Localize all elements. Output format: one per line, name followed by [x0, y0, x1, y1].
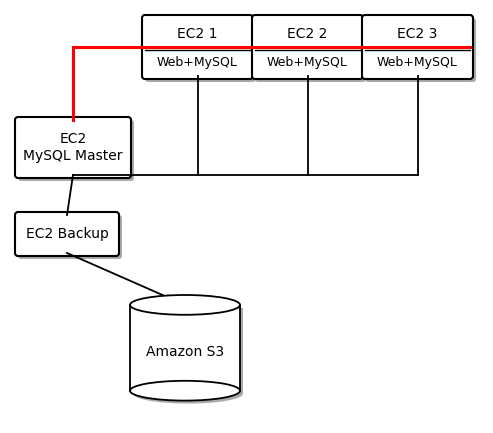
FancyBboxPatch shape — [15, 117, 131, 178]
Text: EC2 3: EC2 3 — [397, 27, 438, 41]
Text: Web+MySQL: Web+MySQL — [377, 56, 458, 69]
Text: EC2
MySQL Master: EC2 MySQL Master — [23, 132, 123, 163]
Text: EC2 Backup: EC2 Backup — [26, 227, 108, 241]
Text: Web+MySQL: Web+MySQL — [267, 56, 348, 69]
Polygon shape — [133, 308, 243, 394]
Text: Web+MySQL: Web+MySQL — [157, 56, 238, 69]
Text: EC2 2: EC2 2 — [287, 27, 328, 41]
FancyBboxPatch shape — [362, 15, 473, 79]
FancyBboxPatch shape — [15, 212, 119, 256]
FancyBboxPatch shape — [365, 18, 476, 82]
FancyBboxPatch shape — [145, 18, 256, 82]
Ellipse shape — [130, 295, 240, 315]
FancyBboxPatch shape — [18, 215, 122, 259]
Text: Amazon S3: Amazon S3 — [146, 345, 224, 359]
Ellipse shape — [133, 384, 243, 404]
FancyBboxPatch shape — [142, 15, 253, 79]
Text: EC2 1: EC2 1 — [177, 27, 218, 41]
Polygon shape — [130, 305, 240, 391]
FancyBboxPatch shape — [18, 120, 134, 181]
Ellipse shape — [130, 381, 240, 401]
FancyBboxPatch shape — [252, 15, 363, 79]
FancyBboxPatch shape — [255, 18, 366, 82]
